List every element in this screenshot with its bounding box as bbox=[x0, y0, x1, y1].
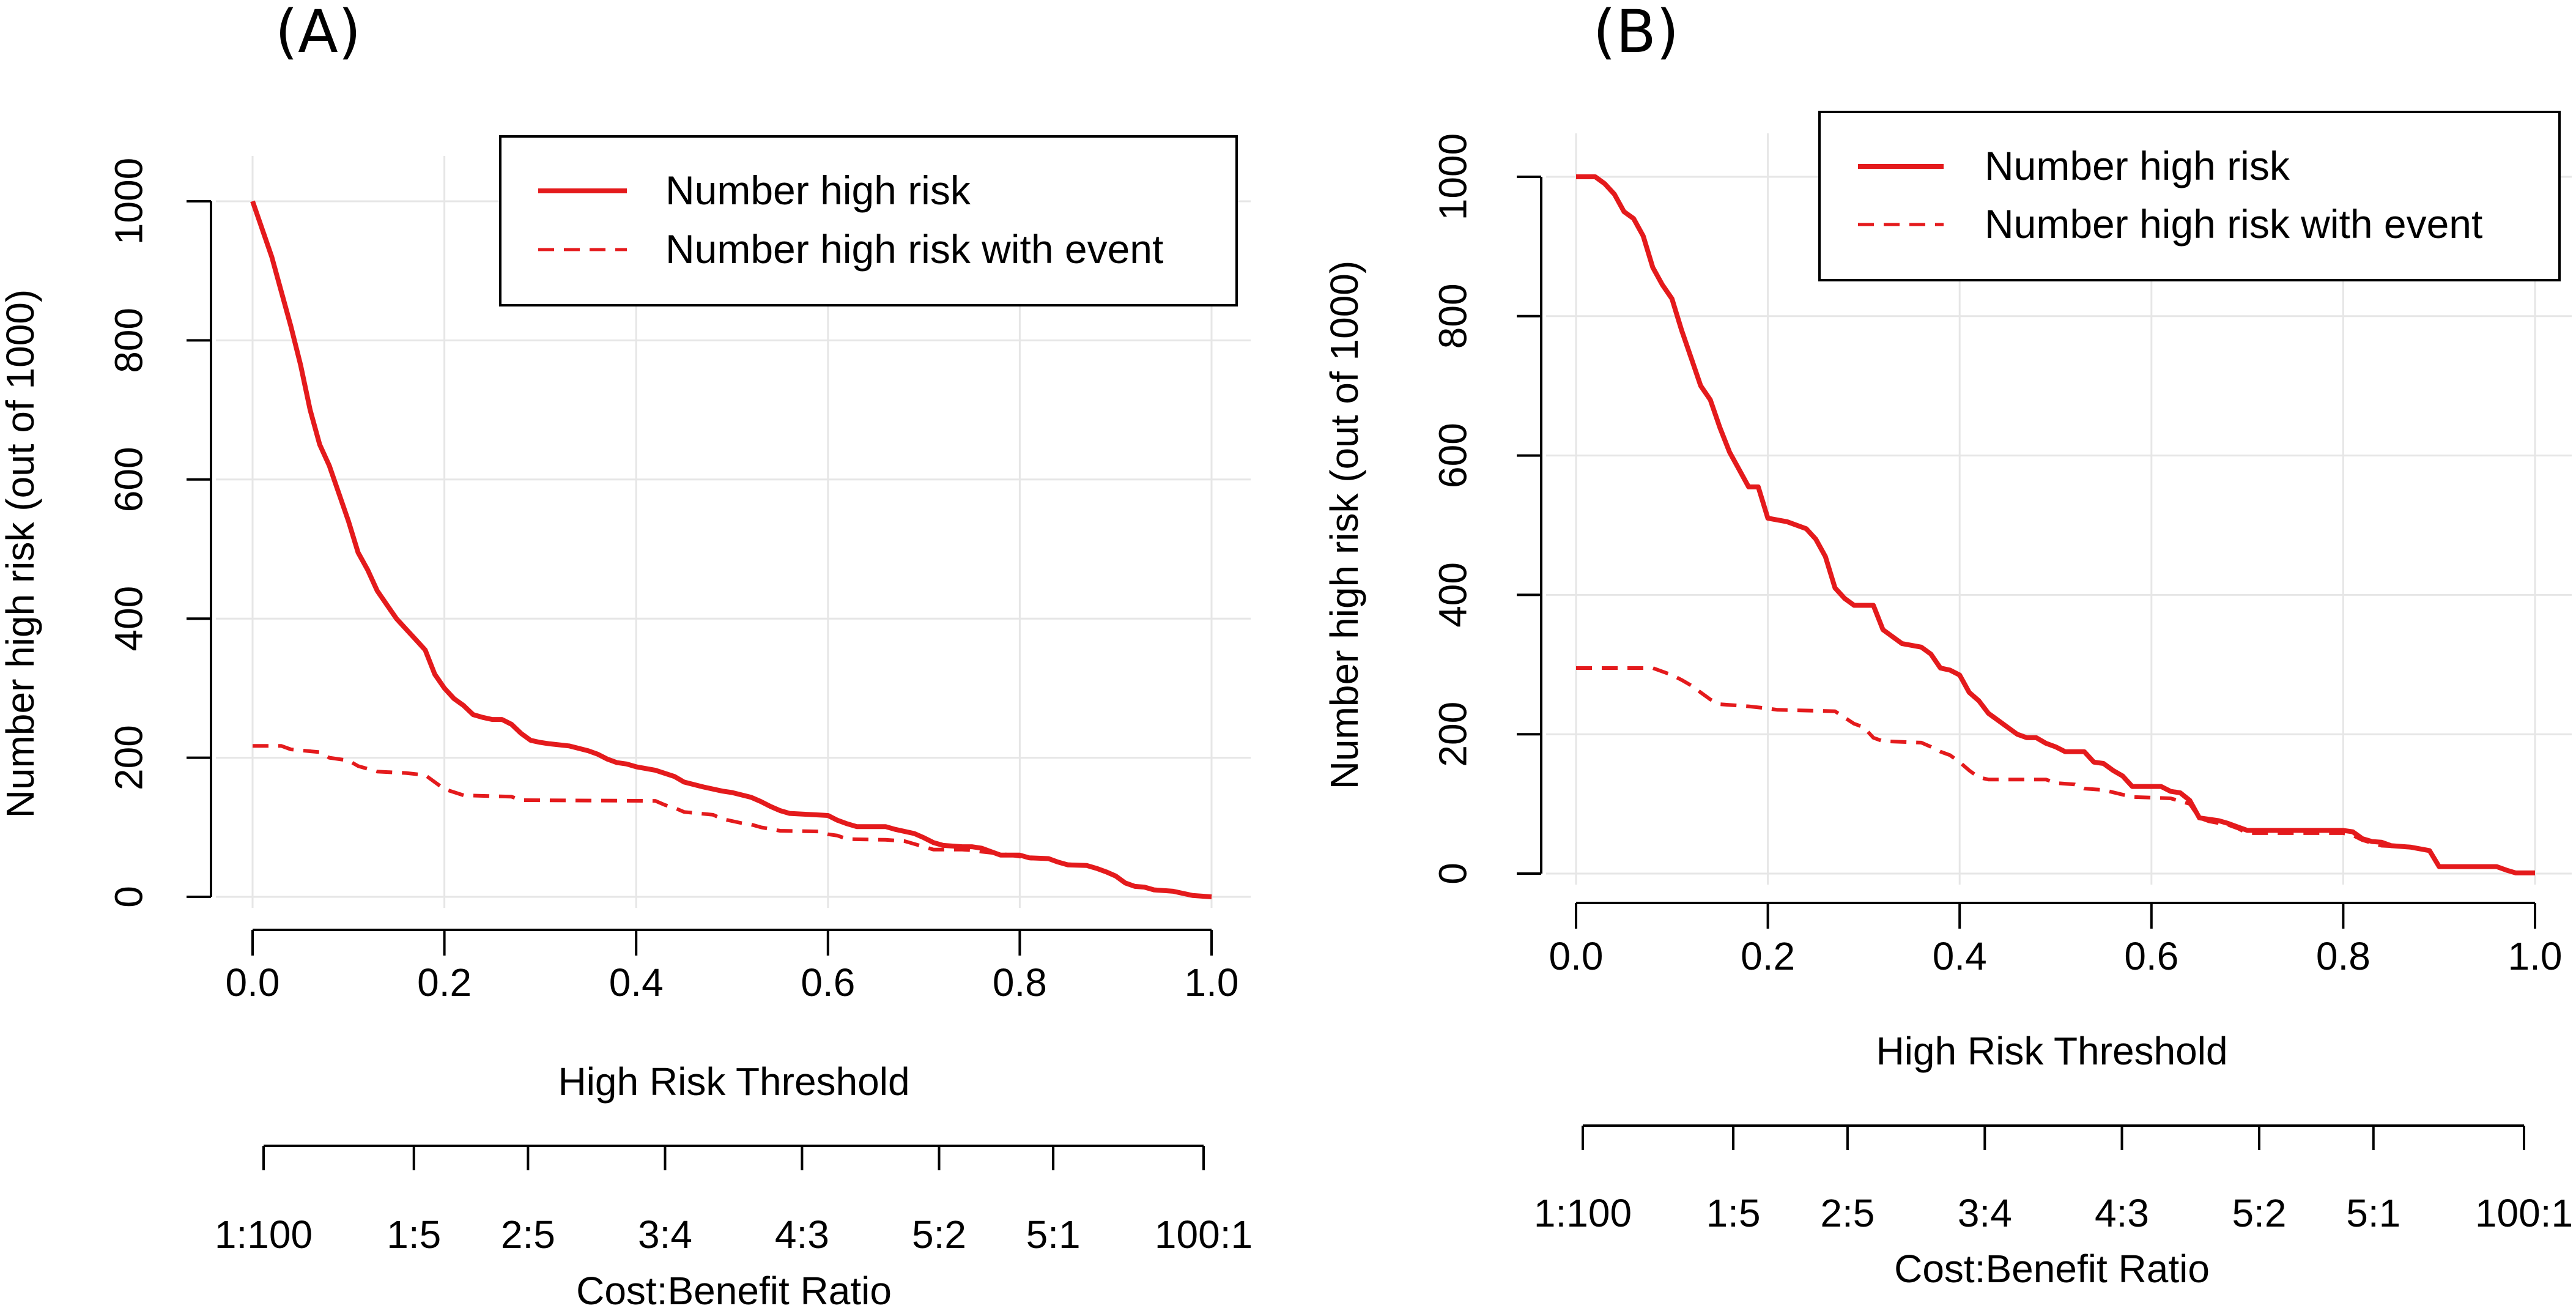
panel-b-x-tick-label-1: 0.2 bbox=[1741, 934, 1795, 978]
panel-b-x-axis-title: High Risk Threshold bbox=[1876, 1029, 2227, 1073]
panel-a-y-axis: 0 200 400 600 800 1000 bbox=[106, 158, 212, 908]
panel-b-legend-box bbox=[1818, 111, 2561, 281]
panel-a-cost-benefit-tick-label-7: 100:1 bbox=[1155, 1213, 1253, 1257]
panel-a: (A) High Risk Threshold Number high risk… bbox=[0, 0, 1253, 1311]
panel-a-x-tick-label-5: 1.0 bbox=[1185, 960, 1239, 1005]
panel-a-legend: Number high risk Number high risk with e… bbox=[499, 135, 1238, 306]
panel-a-y-tick-label-5: 1000 bbox=[106, 158, 150, 245]
panel-b-cost-benefit-tick-label-5: 5:2 bbox=[2232, 1191, 2286, 1235]
panel-b-y-tick-label-1: 200 bbox=[1430, 702, 1475, 767]
panel-b-cost-benefit-axis: 1:100 1:5 2:5 3:4 4:3 5:2 5:1 100:1 bbox=[1534, 1124, 2573, 1235]
panel-b-y-axis-title: Number high risk (out of 1000) bbox=[1322, 261, 1366, 789]
panel-b-y-tick-label-4: 800 bbox=[1430, 283, 1475, 349]
panel-b-y-axis: 0 200 400 600 800 1000 bbox=[1430, 133, 1542, 885]
panel-b-y-tick-label-5: 1000 bbox=[1430, 133, 1475, 220]
panel-a-y-tick-label-4: 800 bbox=[106, 308, 150, 373]
panel-b-series bbox=[1576, 174, 2535, 875]
panel-b-legend: Number high risk Number high risk with e… bbox=[1818, 111, 2561, 281]
panel-a-y-tick-label-0: 0 bbox=[106, 886, 150, 908]
panel-b-x-tick-label-4: 0.8 bbox=[2316, 934, 2371, 978]
panel-a-legend-label-2: Number high risk with event bbox=[665, 226, 1163, 272]
panel-a-x-tick-label-3: 0.6 bbox=[801, 960, 855, 1005]
panel-a-x-axis: 0.0 0.2 0.4 0.6 0.8 1.0 bbox=[226, 929, 1239, 1005]
panel-a-x-axis-title: High Risk Threshold bbox=[558, 1060, 909, 1104]
panel-a-legend-box bbox=[499, 135, 1238, 306]
panel-b-cost-benefit-tick-label-6: 5:1 bbox=[2346, 1191, 2400, 1235]
panel-a-legend-label-1: Number high risk bbox=[665, 168, 971, 213]
panel-a-series-high-risk-line bbox=[250, 200, 1212, 899]
panel-b: (B) High Risk Threshold Number high risk… bbox=[1322, 0, 2573, 1291]
panel-b-cost-benefit-tick-label-0: 1:100 bbox=[1534, 1191, 1632, 1235]
panel-b-x-tick-label-3: 0.6 bbox=[2124, 934, 2178, 978]
panel-b-x-tick-label-2: 0.4 bbox=[1933, 934, 1987, 978]
panel-a-cost-benefit-tick-label-5: 5:2 bbox=[912, 1213, 966, 1257]
panel-a-secondary-axis-title: Cost:Benefit Ratio bbox=[576, 1269, 892, 1311]
panel-a-x-tick-label-0: 0.0 bbox=[226, 960, 280, 1005]
panel-b-x-tick-label-0: 0.0 bbox=[1549, 934, 1604, 978]
panel-b-secondary-axis-title: Cost:Benefit Ratio bbox=[1894, 1247, 2210, 1291]
panel-b-legend-label-2: Number high risk with event bbox=[1985, 201, 2482, 247]
panel-b-x-axis: 0.0 0.2 0.4 0.6 0.8 1.0 bbox=[1549, 902, 2563, 978]
panel-b-y-tick-label-0: 0 bbox=[1430, 863, 1475, 885]
panel-a-cost-benefit-tick-label-4: 4:3 bbox=[775, 1213, 829, 1257]
panel-a-x-tick-label-1: 0.2 bbox=[417, 960, 472, 1005]
panel-a-y-tick-label-1: 200 bbox=[106, 725, 150, 790]
panel-b-x-tick-label-5: 1.0 bbox=[2508, 934, 2563, 978]
panel-a-cost-benefit-tick-label-2: 2:5 bbox=[501, 1213, 555, 1257]
panel-a-label: (A) bbox=[275, 0, 361, 66]
panel-a-cost-benefit-tick-label-0: 1:100 bbox=[215, 1213, 313, 1257]
panel-a-cost-benefit-tick-label-6: 5:1 bbox=[1026, 1213, 1081, 1257]
panel-a-y-axis-title: Number high risk (out of 1000) bbox=[0, 289, 42, 818]
panel-b-label: (B) bbox=[1593, 0, 1679, 66]
panel-a-y-tick-label-2: 400 bbox=[106, 586, 150, 652]
panel-b-y-tick-label-3: 600 bbox=[1430, 423, 1475, 488]
panel-b-cost-benefit-tick-label-7: 100:1 bbox=[2475, 1191, 2573, 1235]
panel-b-y-tick-label-2: 400 bbox=[1430, 562, 1475, 628]
panel-b-cost-benefit-tick-label-3: 3:4 bbox=[1958, 1191, 2012, 1235]
panel-a-cost-benefit-tick-label-1: 1:5 bbox=[387, 1213, 441, 1257]
panel-b-cost-benefit-tick-label-2: 2:5 bbox=[1820, 1191, 1875, 1235]
panel-a-cost-benefit-tick-label-3: 3:4 bbox=[638, 1213, 692, 1257]
panel-a-x-tick-label-4: 0.8 bbox=[993, 960, 1047, 1005]
panel-b-series-high-risk-line bbox=[1576, 174, 2535, 875]
panel-a-x-tick-label-2: 0.4 bbox=[609, 960, 664, 1005]
panel-a-series bbox=[250, 200, 1212, 899]
panel-a-y-tick-label-3: 600 bbox=[106, 447, 150, 512]
panel-a-cost-benefit-axis: 1:100 1:5 2:5 3:4 4:3 5:2 5:1 100:1 bbox=[215, 1145, 1253, 1257]
panel-b-legend-label-1: Number high risk bbox=[1985, 143, 2290, 188]
panel-b-series-with-event-line bbox=[1576, 666, 2535, 875]
panel-b-cost-benefit-tick-label-4: 4:3 bbox=[2095, 1191, 2149, 1235]
panel-a-series-with-event-line bbox=[253, 744, 1212, 899]
panel-b-cost-benefit-tick-label-1: 1:5 bbox=[1706, 1191, 1761, 1235]
